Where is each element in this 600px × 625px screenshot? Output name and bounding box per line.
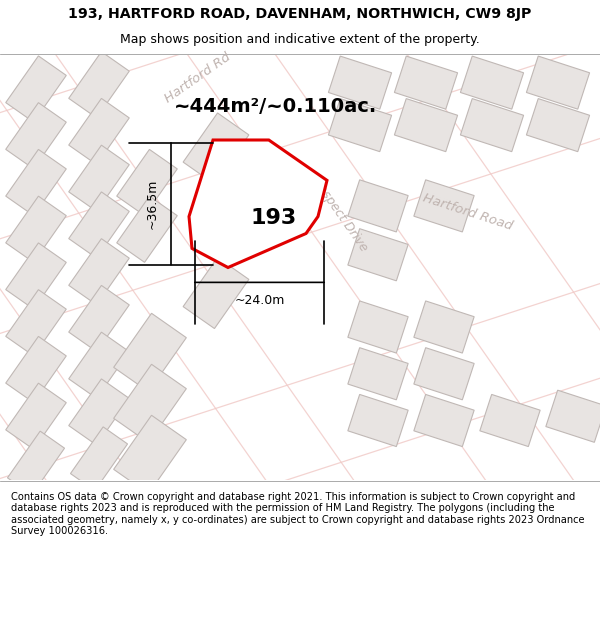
Polygon shape	[414, 301, 474, 353]
Polygon shape	[414, 180, 474, 232]
Text: ~24.0m: ~24.0m	[235, 294, 284, 307]
Polygon shape	[189, 140, 327, 268]
Polygon shape	[394, 56, 458, 109]
Text: Prospect Drive: Prospect Drive	[307, 171, 371, 254]
Polygon shape	[69, 52, 129, 118]
Polygon shape	[183, 113, 249, 184]
Polygon shape	[70, 427, 128, 491]
Polygon shape	[6, 56, 66, 122]
Text: ~444m²/~0.110ac.: ~444m²/~0.110ac.	[175, 96, 377, 116]
Polygon shape	[526, 56, 590, 109]
Polygon shape	[414, 348, 474, 400]
Polygon shape	[546, 390, 600, 442]
Polygon shape	[7, 431, 65, 495]
Polygon shape	[113, 415, 187, 494]
Polygon shape	[69, 286, 129, 352]
Polygon shape	[394, 99, 458, 152]
Polygon shape	[117, 196, 177, 262]
Text: 193, HARTFORD ROAD, DAVENHAM, NORTHWICH, CW9 8JP: 193, HARTFORD ROAD, DAVENHAM, NORTHWICH,…	[68, 7, 532, 21]
Text: Hartford Road: Hartford Road	[421, 192, 515, 233]
Polygon shape	[69, 332, 129, 398]
Polygon shape	[6, 383, 66, 449]
Polygon shape	[460, 99, 524, 152]
Polygon shape	[117, 149, 177, 216]
Text: Contains OS data © Crown copyright and database right 2021. This information is : Contains OS data © Crown copyright and d…	[11, 492, 584, 536]
Polygon shape	[6, 102, 66, 169]
Polygon shape	[6, 149, 66, 216]
Polygon shape	[69, 145, 129, 211]
Polygon shape	[113, 364, 187, 442]
Polygon shape	[526, 99, 590, 152]
Polygon shape	[414, 394, 474, 447]
Polygon shape	[69, 192, 129, 258]
Polygon shape	[348, 394, 408, 447]
Polygon shape	[328, 56, 392, 109]
Polygon shape	[69, 239, 129, 305]
Text: Map shows position and indicative extent of the property.: Map shows position and indicative extent…	[120, 33, 480, 46]
Polygon shape	[69, 98, 129, 164]
Polygon shape	[348, 301, 408, 353]
Polygon shape	[69, 379, 129, 445]
Text: ~36.5m: ~36.5m	[145, 179, 158, 229]
Polygon shape	[348, 348, 408, 400]
Polygon shape	[348, 229, 408, 281]
Polygon shape	[6, 196, 66, 262]
Polygon shape	[113, 313, 187, 392]
Polygon shape	[460, 56, 524, 109]
Polygon shape	[6, 289, 66, 356]
Text: Hartford Rd: Hartford Rd	[163, 51, 233, 106]
Polygon shape	[6, 336, 66, 402]
Text: 193: 193	[250, 208, 296, 228]
Polygon shape	[480, 394, 540, 447]
Polygon shape	[6, 243, 66, 309]
Polygon shape	[183, 258, 249, 329]
Polygon shape	[328, 99, 392, 152]
Polygon shape	[348, 180, 408, 232]
